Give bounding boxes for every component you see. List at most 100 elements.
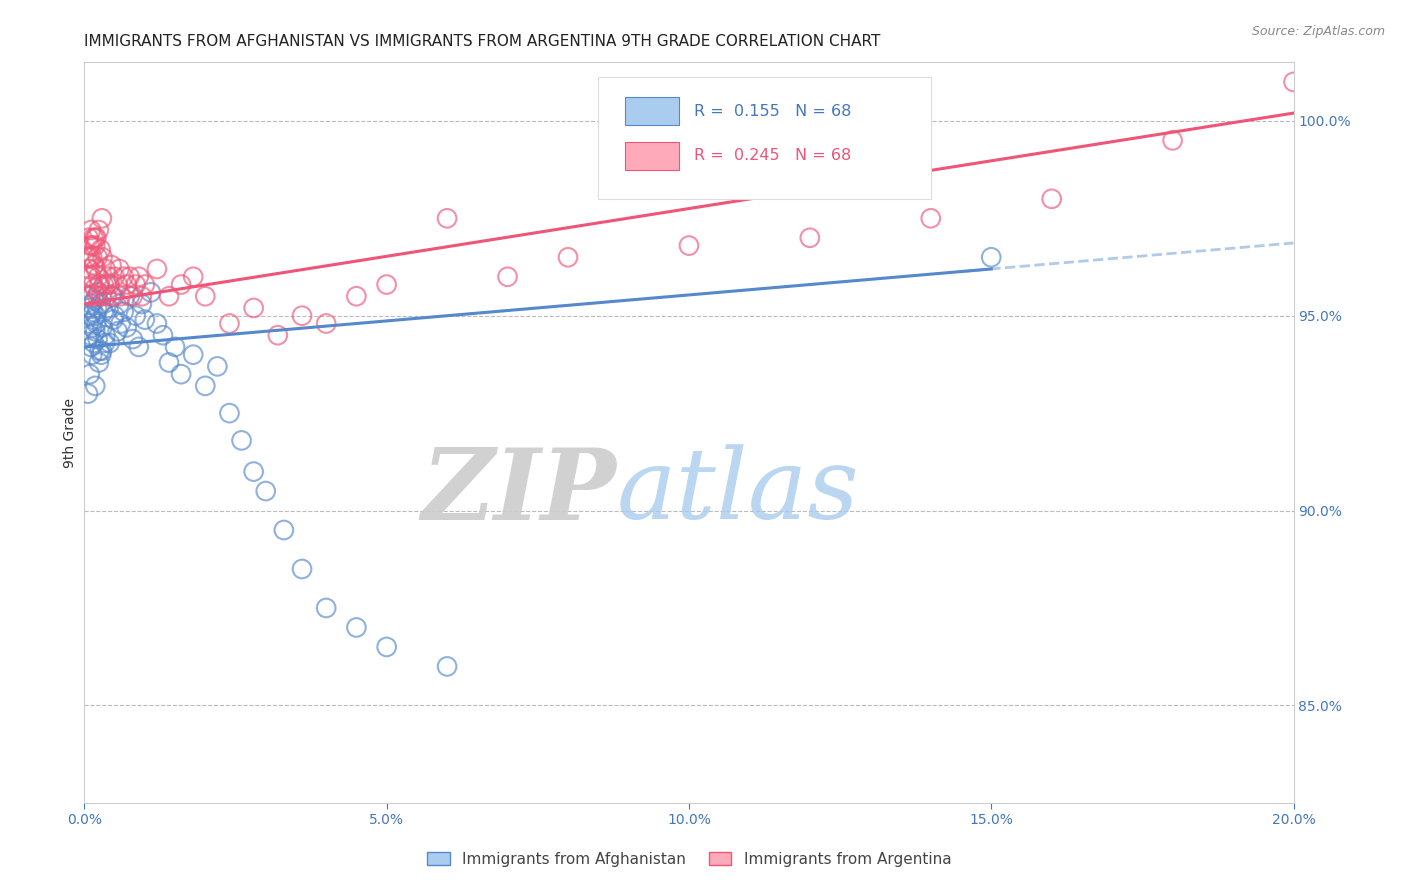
Point [82, 277, 104, 292]
Point [82, 320, 104, 334]
Point [118, 289, 141, 303]
Point [77, 317, 100, 331]
Point [291, 309, 314, 323]
Text: atlas: atlas [616, 444, 859, 540]
Point [84, 231, 107, 245]
Point [93, 277, 115, 292]
Point [103, 289, 125, 303]
Point [273, 523, 295, 537]
Point [231, 434, 253, 448]
Point [920, 211, 942, 226]
Point [121, 289, 143, 303]
Point [112, 305, 135, 319]
Point [110, 317, 132, 331]
Point [194, 289, 217, 303]
Point [131, 297, 153, 311]
Point [242, 465, 264, 479]
Point [139, 285, 162, 300]
Point [242, 301, 264, 315]
Point [108, 262, 131, 277]
Point [799, 231, 821, 245]
Point [97, 301, 120, 315]
FancyBboxPatch shape [624, 97, 679, 126]
Point [980, 250, 1002, 264]
Point [157, 355, 180, 369]
Point [107, 324, 129, 338]
Point [121, 332, 143, 346]
Point [125, 277, 148, 292]
Point [346, 289, 368, 303]
Point [86, 301, 108, 315]
Point [128, 340, 150, 354]
Point [1040, 192, 1063, 206]
Point [267, 328, 290, 343]
Text: R =  0.245   N = 68: R = 0.245 N = 68 [693, 148, 851, 163]
Point [346, 620, 368, 634]
Point [112, 269, 135, 284]
Point [110, 289, 132, 303]
Point [94, 336, 117, 351]
Point [80, 269, 103, 284]
FancyBboxPatch shape [599, 78, 931, 200]
Point [218, 317, 240, 331]
Point [82, 231, 104, 245]
Point [115, 320, 138, 334]
Text: Source: ZipAtlas.com: Source: ZipAtlas.com [1251, 25, 1385, 38]
Point [165, 340, 187, 354]
Point [134, 312, 156, 326]
Point [118, 269, 141, 284]
Point [496, 269, 519, 284]
Point [218, 406, 240, 420]
Y-axis label: 9th Grade: 9th Grade [63, 398, 77, 467]
Point [84, 379, 107, 393]
Point [89, 277, 111, 292]
Point [84, 238, 107, 252]
Point [87, 223, 110, 237]
Point [83, 293, 105, 307]
Point [146, 317, 169, 331]
Point [76, 250, 98, 264]
Point [170, 277, 193, 292]
Point [90, 297, 112, 311]
Point [80, 223, 103, 237]
Point [134, 277, 156, 292]
Point [104, 269, 127, 284]
Point [84, 324, 107, 338]
Point [86, 289, 108, 303]
Point [207, 359, 229, 374]
Point [79, 250, 101, 264]
Point [77, 301, 100, 315]
Point [315, 601, 337, 615]
Point [170, 367, 193, 381]
Point [98, 277, 121, 292]
Point [87, 355, 110, 369]
Point [436, 211, 458, 226]
Point [107, 277, 129, 292]
Point [557, 250, 579, 264]
Point [82, 348, 104, 362]
Point [115, 277, 138, 292]
Point [80, 297, 103, 311]
Point [103, 312, 125, 326]
Point [104, 309, 127, 323]
Point [96, 277, 118, 292]
Point [1282, 75, 1305, 89]
Point [80, 340, 103, 354]
Point [82, 312, 104, 326]
Point [375, 640, 398, 654]
Point [100, 258, 122, 272]
Point [90, 289, 112, 303]
Point [87, 285, 110, 300]
Point [77, 262, 100, 277]
Point [97, 269, 120, 284]
Point [86, 317, 108, 331]
Point [83, 281, 105, 295]
Point [678, 238, 700, 252]
Point [291, 562, 314, 576]
Point [94, 328, 117, 343]
Point [157, 289, 180, 303]
Point [91, 320, 114, 334]
Point [90, 243, 112, 257]
Point [77, 269, 100, 284]
Legend: Immigrants from Afghanistan, Immigrants from Argentina: Immigrants from Afghanistan, Immigrants … [420, 846, 957, 873]
